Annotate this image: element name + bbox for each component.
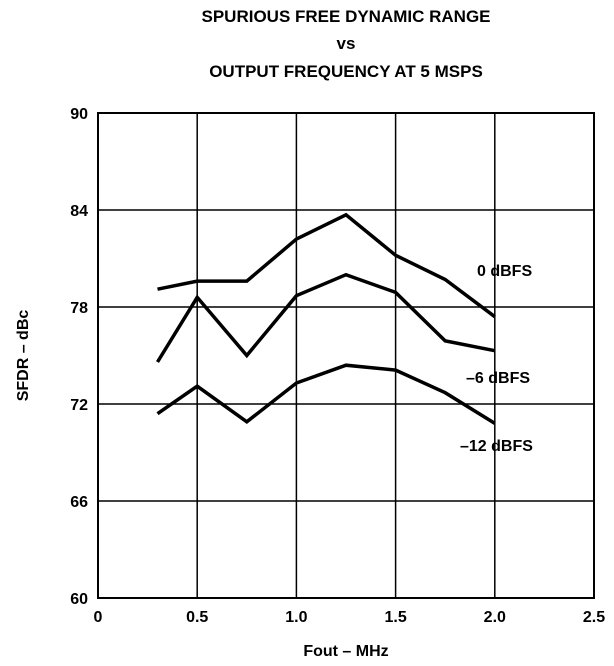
x-tick-label: 2.5 xyxy=(583,609,605,626)
y-tick-label: 84 xyxy=(70,203,88,220)
series-line xyxy=(157,212,496,319)
series-lines xyxy=(156,212,496,425)
x-tick-label: 1.0 xyxy=(285,609,307,626)
series-line xyxy=(156,363,496,425)
x-tick-label: 0.5 xyxy=(186,609,208,626)
y-tick-label: 72 xyxy=(70,397,88,414)
chart-title-line-3: OUTPUT FREQUENCY AT 5 MSPS xyxy=(209,62,483,81)
y-tick-label: 60 xyxy=(70,591,88,608)
plot-frame xyxy=(97,112,595,599)
chart-title-line-1: SPURIOUS FREE DYNAMIC RANGE xyxy=(201,7,491,26)
series-label: –12 dBFS xyxy=(460,438,533,455)
x-tick-label: 1.5 xyxy=(384,609,406,626)
series-label: 0 dBFS xyxy=(477,263,532,280)
x-tick-label: 0 xyxy=(94,609,103,626)
chart-title-line-2: vs xyxy=(336,34,356,53)
y-tick-label: 78 xyxy=(70,300,88,317)
series-labels: 0 dBFS –6 dBFS –12 dBFS xyxy=(460,263,533,455)
y-axis-label: SFDR – dBc xyxy=(15,310,32,402)
series-line xyxy=(156,272,496,363)
y-tick-label: 90 xyxy=(70,106,88,123)
series-label: –6 dBFS xyxy=(466,370,530,387)
x-axis-label: Fout – MHz xyxy=(303,643,388,660)
y-tick-labels: 60 66 72 78 84 90 xyxy=(70,106,88,608)
x-tick-labels: 0 0.5 1.0 1.5 2.0 2.5 xyxy=(94,609,606,626)
y-tick-label: 66 xyxy=(70,494,88,511)
grid-lines xyxy=(98,113,594,598)
x-tick-label: 2.0 xyxy=(484,609,506,626)
